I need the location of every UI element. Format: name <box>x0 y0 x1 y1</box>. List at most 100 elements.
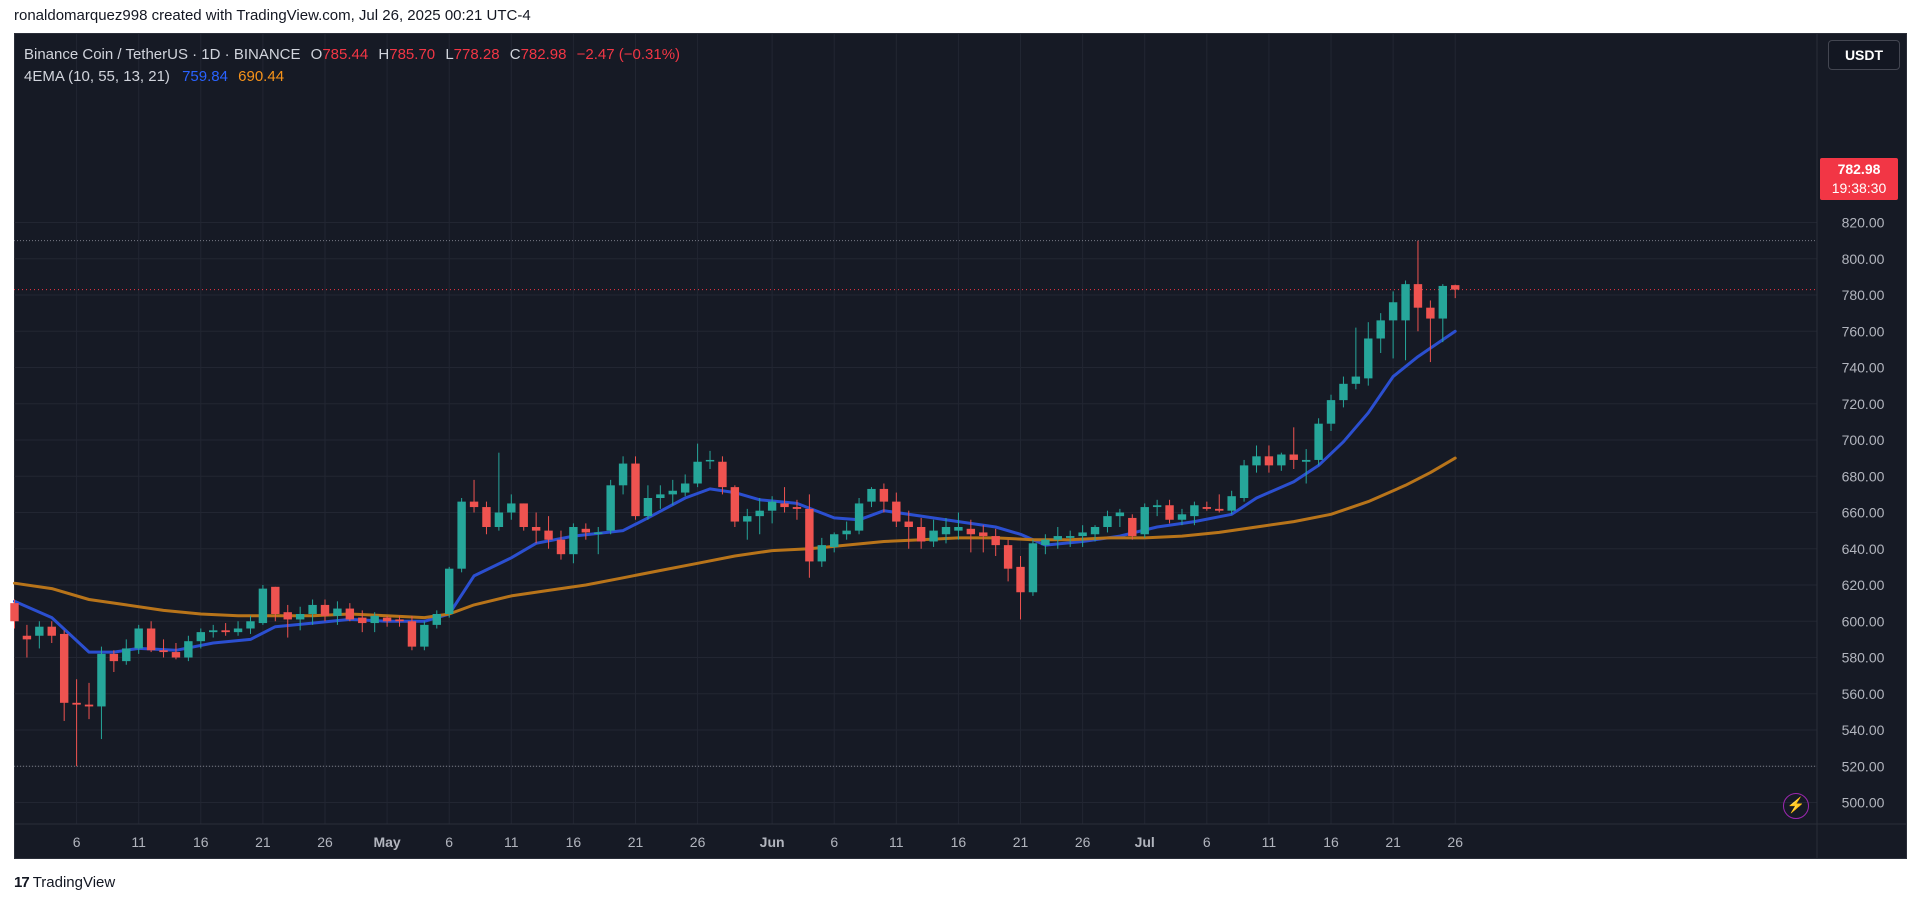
candle-body[interactable] <box>320 604 330 616</box>
candle-body[interactable] <box>1177 514 1187 520</box>
candle-body[interactable] <box>457 501 466 569</box>
candle-body[interactable] <box>1053 536 1062 540</box>
candle-body[interactable] <box>767 501 777 511</box>
symbol-title[interactable]: Binance Coin / TetherUS · 1D · BINANCE <box>24 46 301 63</box>
candle-body[interactable] <box>780 503 789 508</box>
candle-body[interactable] <box>407 621 417 647</box>
candle-body[interactable] <box>1376 320 1385 339</box>
candle-body[interactable] <box>109 653 119 662</box>
candle-body[interactable] <box>196 632 205 642</box>
candle-body[interactable] <box>345 608 355 620</box>
candle-body[interactable] <box>1152 505 1162 508</box>
candle-body[interactable] <box>1289 454 1298 460</box>
candle-body[interactable] <box>755 510 764 517</box>
candle-body[interactable] <box>22 635 32 640</box>
candle-body[interactable] <box>1277 454 1286 466</box>
candle-body[interactable] <box>271 586 280 614</box>
candle-body[interactable] <box>1190 505 1199 517</box>
candle-body[interactable] <box>171 652 181 658</box>
candle-body[interactable] <box>1388 302 1398 321</box>
candle-body[interactable] <box>892 501 901 522</box>
candle-body[interactable] <box>1413 284 1423 308</box>
candle-body[interactable] <box>445 568 454 614</box>
candle-body[interactable] <box>184 641 193 658</box>
indicator-name[interactable]: 4EMA (10, 55, 13, 21) <box>24 68 170 85</box>
candle-body[interactable] <box>805 508 814 562</box>
candle-body[interactable] <box>1339 383 1348 401</box>
candle-body[interactable] <box>358 617 367 624</box>
candle-body[interactable] <box>817 545 826 562</box>
ema-slow-line[interactable] <box>13 456 1457 620</box>
candle-body[interactable] <box>47 626 56 636</box>
candle-body[interactable] <box>656 494 665 498</box>
candle-body[interactable] <box>1401 284 1410 321</box>
candle-body[interactable] <box>730 487 740 522</box>
candle-body[interactable] <box>556 539 566 555</box>
candle-body[interactable] <box>1451 285 1460 290</box>
candle-body[interactable] <box>333 608 342 616</box>
candle-body[interactable] <box>1264 456 1274 466</box>
candle-body[interactable] <box>1078 532 1087 537</box>
candle-body[interactable] <box>680 483 690 493</box>
candle-body[interactable] <box>1215 508 1224 511</box>
candle-body[interactable] <box>258 588 268 624</box>
candle-body[interactable] <box>916 527 926 542</box>
candle-body[interactable] <box>1140 507 1149 535</box>
candle-body[interactable] <box>531 527 541 531</box>
candle-body[interactable] <box>382 617 392 622</box>
candle-body[interactable] <box>867 488 876 502</box>
candle-body[interactable] <box>84 704 94 707</box>
ema-fast-line[interactable] <box>13 329 1457 654</box>
currency-button[interactable]: USDT <box>1828 40 1900 70</box>
candle-body[interactable] <box>482 507 491 527</box>
candle-body[interactable] <box>693 461 702 484</box>
candle-body[interactable] <box>631 463 640 517</box>
candle-body[interactable] <box>854 503 864 531</box>
candle-body[interactable] <box>494 512 504 528</box>
candle-body[interactable] <box>1326 400 1336 424</box>
candle-body[interactable] <box>146 628 156 651</box>
candle-body[interactable] <box>295 614 305 620</box>
candle-body[interactable] <box>879 488 889 502</box>
candle-body[interactable] <box>569 527 578 555</box>
candle-body[interactable] <box>705 459 715 462</box>
candle-body[interactable] <box>1103 516 1112 527</box>
candle-body[interactable] <box>159 650 168 653</box>
candle-body[interactable] <box>1351 376 1361 384</box>
candle-body[interactable] <box>469 501 479 508</box>
candle-body[interactable] <box>1115 512 1125 517</box>
candle-body[interactable] <box>432 614 441 625</box>
candle-body[interactable] <box>643 498 653 517</box>
candle-body[interactable] <box>1003 545 1013 569</box>
candle-body[interactable] <box>283 612 292 620</box>
candle-body[interactable] <box>209 630 218 633</box>
candle-body[interactable] <box>606 485 615 531</box>
candle-body[interactable] <box>544 530 553 540</box>
candle-body[interactable] <box>308 604 317 614</box>
candle-body[interactable] <box>1165 505 1174 520</box>
candle-body[interactable] <box>35 626 44 636</box>
candle-body[interactable] <box>1364 338 1373 379</box>
candle-body[interactable] <box>929 530 938 542</box>
candle-body[interactable] <box>507 503 516 513</box>
candle-body[interactable] <box>594 532 603 534</box>
candle-body[interactable] <box>1128 517 1137 537</box>
candle-body[interactable] <box>221 630 230 633</box>
candle-body[interactable] <box>1028 543 1038 593</box>
candle-body[interactable] <box>10 603 19 622</box>
candle-body[interactable] <box>1066 536 1075 538</box>
candle-body[interactable] <box>668 490 677 495</box>
candle-body[interactable] <box>792 507 802 509</box>
candle-body[interactable] <box>1016 566 1025 593</box>
candle-body[interactable] <box>743 516 752 522</box>
candle-body[interactable] <box>830 534 839 547</box>
candle-body[interactable] <box>1438 285 1447 319</box>
candle-body[interactable] <box>979 532 988 537</box>
candle-body[interactable] <box>134 628 143 649</box>
candle-body[interactable] <box>954 527 963 531</box>
candle-body[interactable] <box>420 624 429 647</box>
candle-body[interactable] <box>991 536 1000 546</box>
candle-body[interactable] <box>618 463 628 486</box>
candle-body[interactable] <box>1301 459 1311 462</box>
